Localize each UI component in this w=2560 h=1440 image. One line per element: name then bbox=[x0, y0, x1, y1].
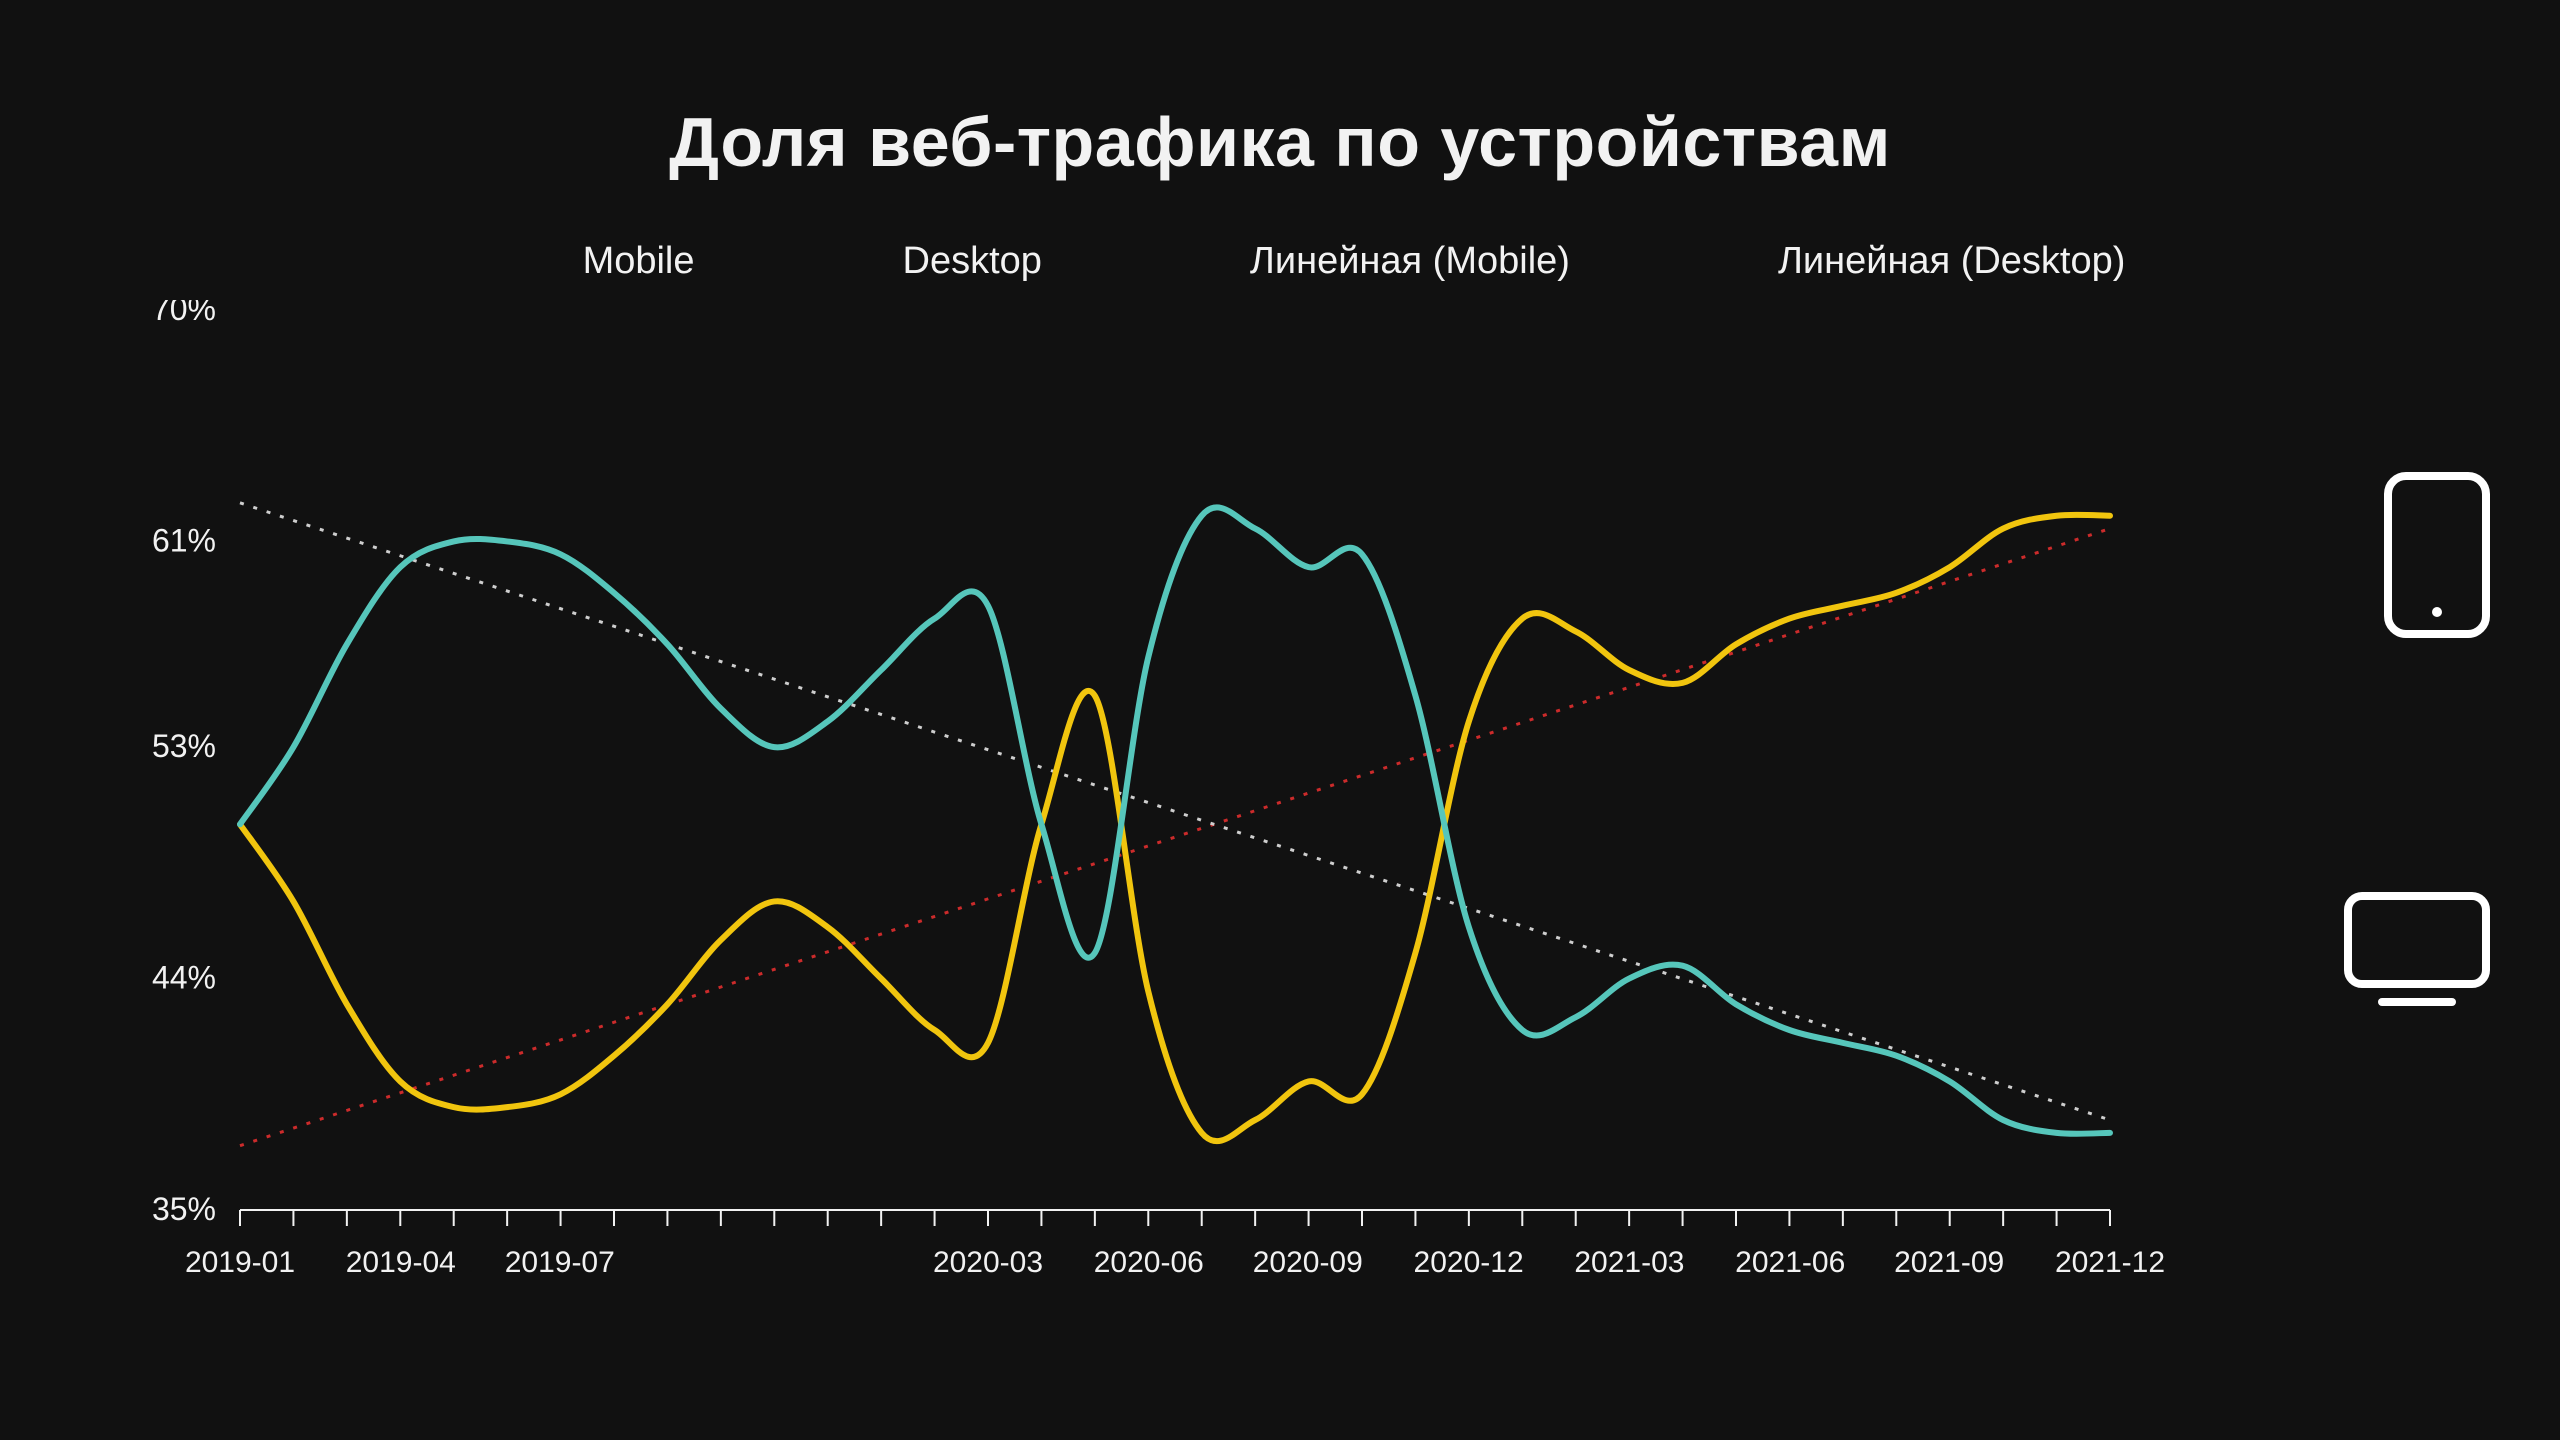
x-tick-label: 2019-07 bbox=[505, 1246, 615, 1279]
trend-line-mobile bbox=[240, 529, 2110, 1146]
legend-item-trend-desktop: Линейная (Desktop) bbox=[1630, 240, 2125, 283]
series-mobile bbox=[240, 507, 2110, 1133]
y-tick-label: 61% bbox=[152, 522, 216, 558]
legend-label-trend-desktop: Линейная (Desktop) bbox=[1778, 240, 2125, 283]
desktop-icon bbox=[2342, 890, 2492, 1015]
trend-line-desktop bbox=[240, 503, 2110, 1120]
x-tick-label: 2021-03 bbox=[1574, 1246, 1684, 1279]
traffic-line-chart: 35% 44% 53% 61% 70% 2019-01 2019-04 2019-07 2020… bbox=[130, 300, 2230, 1350]
legend-label-trend-mobile: Линейная (Mobile) bbox=[1250, 240, 1570, 283]
series-desktop bbox=[240, 515, 2110, 1141]
legend-label-desktop: Desktop bbox=[903, 240, 1042, 283]
legend-item-desktop: Desktop bbox=[755, 240, 1042, 283]
y-tick-label: 53% bbox=[152, 728, 216, 764]
x-tick-label: 2020-09 bbox=[1253, 1246, 1363, 1279]
x-tick-label: 2019-01 bbox=[185, 1246, 295, 1279]
x-tick-label: 2021-06 bbox=[1735, 1246, 1845, 1279]
x-tick-label: 2019-04 bbox=[346, 1246, 456, 1279]
x-tick-label: 2021-12 bbox=[2055, 1246, 2165, 1279]
legend-item-mobile: Mobile bbox=[435, 240, 695, 283]
legend-item-trend-mobile: Линейная (Mobile) bbox=[1102, 240, 1570, 283]
legend-label-mobile: Mobile bbox=[583, 240, 695, 283]
y-tick-label: 70% bbox=[152, 300, 216, 327]
x-tick-label: 2020-03 bbox=[933, 1246, 1043, 1279]
phone-icon bbox=[2382, 470, 2492, 645]
chart-title: Доля веб-трафика по устройствам bbox=[0, 102, 2560, 182]
y-tick-label: 44% bbox=[152, 960, 216, 996]
x-tick-label: 2021-09 bbox=[1894, 1246, 2004, 1279]
legend: Mobile Desktop Линейная (Mobile) Линейна… bbox=[0, 240, 2560, 283]
x-tick-label: 2020-06 bbox=[1094, 1246, 1204, 1279]
y-tick-label: 35% bbox=[152, 1191, 216, 1227]
x-tick-label: 2020-12 bbox=[1414, 1246, 1524, 1279]
